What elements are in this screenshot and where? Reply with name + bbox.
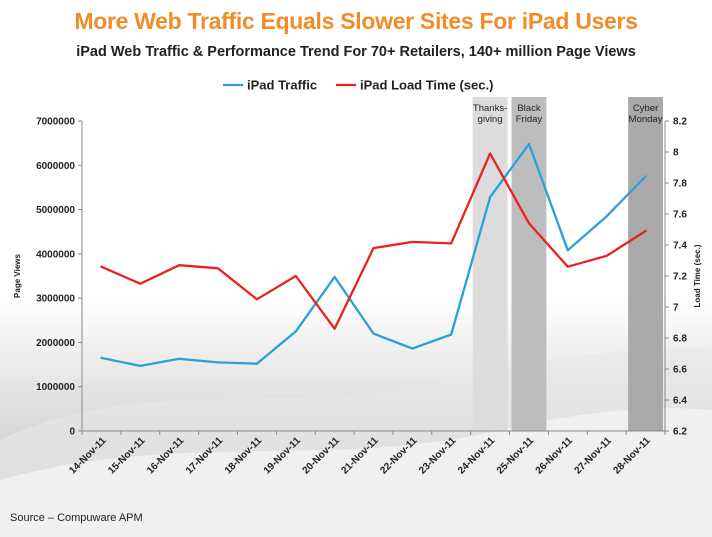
- x-tick-label: 19-Nov-11: [262, 435, 303, 476]
- highlight-band: [511, 97, 547, 431]
- left-tick-label: 1000000: [36, 382, 75, 393]
- right-tick-label: 7: [673, 303, 679, 314]
- x-tick-label: 14-Nov-11: [67, 435, 108, 476]
- x-tick-label: 24-Nov-11: [456, 435, 497, 476]
- right-tick-label: 6.8: [673, 334, 687, 345]
- right-tick-label: 6.2: [673, 427, 687, 438]
- x-tick-label: 27-Nov-11: [573, 435, 614, 476]
- x-tick-label: 22-Nov-11: [378, 435, 419, 476]
- x-tick-label: 28-Nov-11: [611, 435, 652, 476]
- x-tick-label: 26-Nov-11: [534, 435, 575, 476]
- highlight-label-line: Cyber: [633, 103, 658, 114]
- x-tick-label: 17-Nov-11: [184, 435, 225, 476]
- x-tick-label: 16-Nov-11: [145, 435, 186, 476]
- left-tick-label: 7000000: [36, 117, 75, 128]
- right-tick-label: 6.4: [673, 396, 687, 407]
- right-tick-label: 7.8: [673, 179, 687, 190]
- source-note: Source – Compuware APM: [10, 512, 143, 524]
- right-tick-label: 7.4: [673, 241, 687, 252]
- right-tick-label: 7.6: [673, 210, 687, 221]
- highlight-label: Thanks-giving: [473, 103, 507, 125]
- x-tick-label: 21-Nov-11: [339, 435, 380, 476]
- x-tick-label: 15-Nov-11: [106, 435, 147, 476]
- left-tick-label: 4000000: [36, 249, 75, 260]
- highlight-label-line: Black: [517, 103, 540, 114]
- x-tick-label: 23-Nov-11: [417, 435, 458, 476]
- highlight-label-line: giving: [478, 114, 503, 125]
- legend-label: iPad Traffic: [247, 78, 317, 93]
- chart-title: More Web Traffic Equals Slower Sites For…: [74, 8, 638, 34]
- legend-label: iPad Load Time (sec.): [360, 78, 493, 93]
- highlight-label-line: Monday: [629, 114, 663, 125]
- left-tick-label: 6000000: [36, 161, 75, 172]
- x-tick-label: 25-Nov-11: [495, 435, 536, 476]
- right-tick-label: 6.6: [673, 365, 687, 376]
- highlight-label-line: Thanks-: [473, 103, 507, 114]
- right-tick-label: 8.2: [673, 117, 687, 128]
- y-axis-right-title: Load Time (sec.): [693, 244, 702, 307]
- highlight-band: [628, 97, 663, 431]
- chart-subtitle: iPad Web Traffic & Performance Trend For…: [76, 44, 636, 60]
- highlight-band: [472, 97, 508, 431]
- left-tick-label: 5000000: [36, 205, 75, 216]
- x-tick-label: 20-Nov-11: [301, 435, 342, 476]
- highlight-label: Black Friday: [516, 103, 543, 125]
- y-axis-title: Page Views: [13, 254, 22, 298]
- right-tick-label: 7.2: [673, 272, 687, 283]
- left-tick-label: 3000000: [36, 294, 75, 305]
- traffic-line: [100, 142, 647, 368]
- left-tick-label: 0: [69, 427, 75, 438]
- left-tick-label: 2000000: [36, 338, 75, 349]
- x-tick-label: 18-Nov-11: [223, 435, 264, 476]
- highlight-label-line: Friday: [516, 114, 543, 125]
- highlight-label: Cyber Monday: [629, 103, 663, 125]
- right-tick-label: 8: [673, 148, 679, 159]
